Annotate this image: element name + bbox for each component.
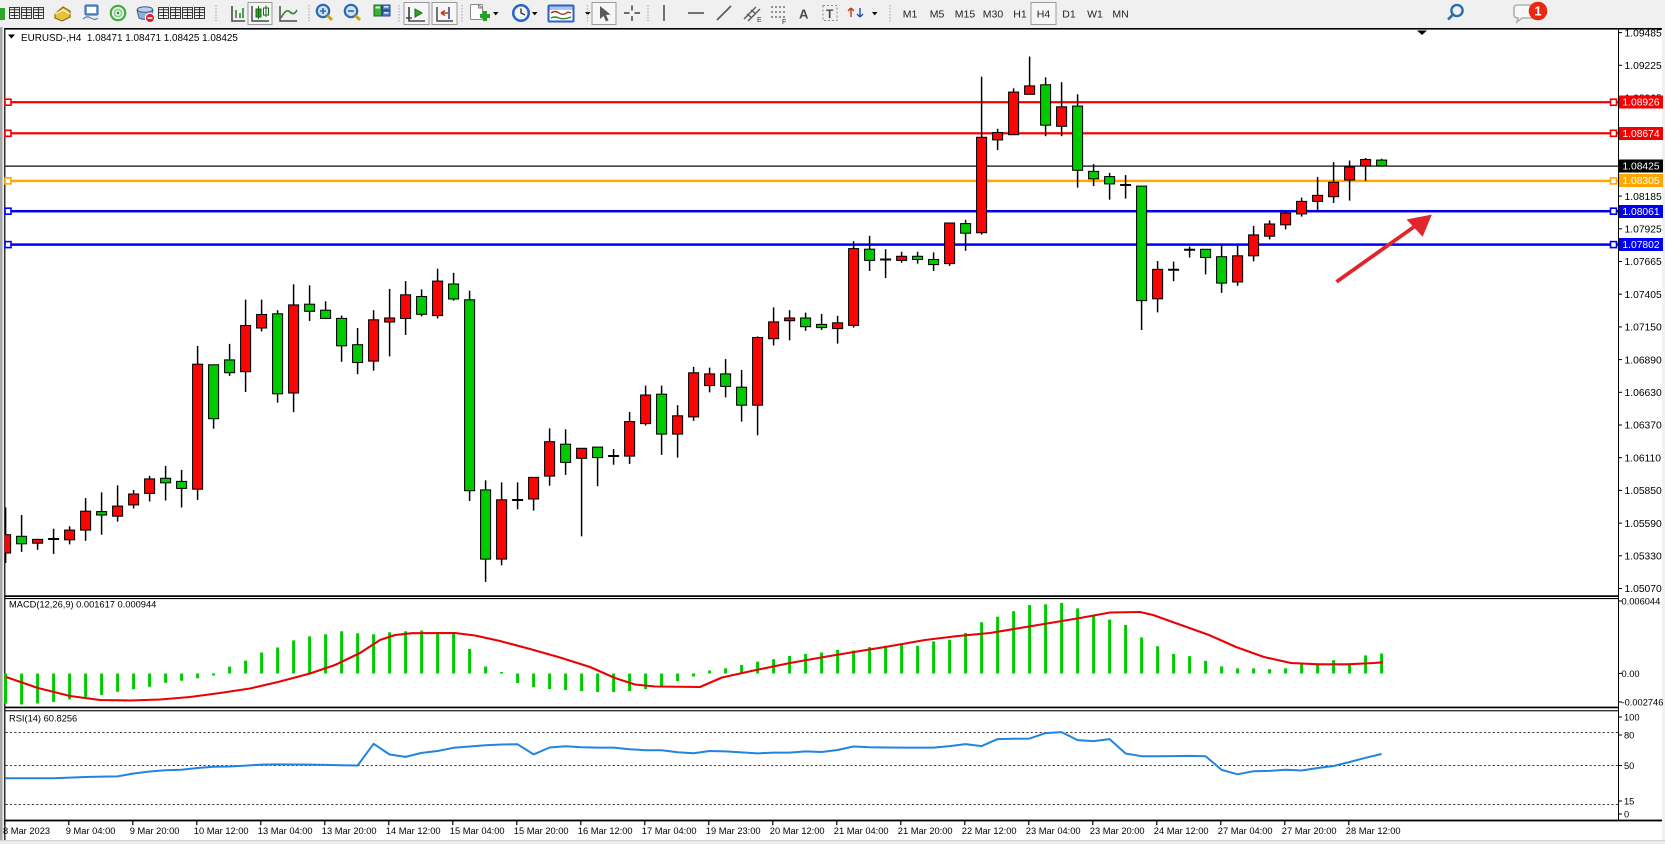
svg-text:28 Mar 12:00: 28 Mar 12:00 (1346, 826, 1401, 836)
svg-text:M5: M5 (930, 8, 945, 20)
svg-text:1.09225: 1.09225 (1625, 61, 1662, 72)
svg-text:1.06630: 1.06630 (1625, 388, 1662, 399)
svg-text:24 Mar 12:00: 24 Mar 12:00 (1154, 826, 1209, 836)
svg-text:-0.002746: -0.002746 (1622, 698, 1664, 708)
svg-text:1: 1 (1534, 4, 1541, 19)
svg-text:1.07925: 1.07925 (1625, 225, 1662, 236)
svg-text:21 Mar 04:00: 21 Mar 04:00 (834, 826, 889, 836)
svg-text:1.06110: 1.06110 (1625, 453, 1662, 464)
svg-text:23 Mar 04:00: 23 Mar 04:00 (1026, 826, 1081, 836)
svg-text:1.08425: 1.08425 (1622, 162, 1659, 173)
svg-text:W1: W1 (1087, 8, 1103, 20)
svg-text:15 Mar 04:00: 15 Mar 04:00 (450, 826, 505, 836)
svg-text:1.08185: 1.08185 (1625, 192, 1662, 203)
svg-text:1.05850: 1.05850 (1625, 486, 1662, 497)
svg-text:D1: D1 (1062, 8, 1076, 20)
svg-text:9 Mar 20:00: 9 Mar 20:00 (130, 826, 180, 836)
svg-text:1.06890: 1.06890 (1625, 355, 1662, 366)
svg-text:E: E (757, 17, 762, 24)
svg-text:1.08305: 1.08305 (1622, 176, 1659, 187)
svg-text:EURUSD-,H4 1.08471 1.08471 1.: EURUSD-,H4 1.08471 1.08471 1.08425 1.084… (21, 33, 238, 44)
svg-text:8 Mar 2023: 8 Mar 2023 (3, 826, 50, 836)
svg-text:1.05070: 1.05070 (1625, 584, 1662, 595)
svg-text:23 Mar 20:00: 23 Mar 20:00 (1090, 826, 1145, 836)
svg-text:H1: H1 (1013, 8, 1027, 20)
svg-text:M1: M1 (903, 8, 918, 20)
svg-text:1.05590: 1.05590 (1625, 519, 1662, 530)
svg-text:50: 50 (1624, 761, 1634, 771)
svg-text:13 Mar 04:00: 13 Mar 04:00 (258, 826, 313, 836)
svg-text:1.08674: 1.08674 (1622, 129, 1659, 140)
svg-text:27 Mar 20:00: 27 Mar 20:00 (1282, 826, 1337, 836)
svg-text:RSI(14) 60.8256: RSI(14) 60.8256 (9, 714, 77, 724)
svg-text:1.09485: 1.09485 (1625, 28, 1662, 39)
svg-text:22 Mar 12:00: 22 Mar 12:00 (962, 826, 1017, 836)
svg-text:15 Mar 20:00: 15 Mar 20:00 (514, 826, 569, 836)
svg-text:1.06370: 1.06370 (1625, 421, 1662, 432)
svg-text:H4: H4 (1037, 8, 1051, 20)
svg-text:1.07802: 1.07802 (1622, 240, 1659, 251)
svg-text:MACD(12,26,9) 0.001617 0.00094: MACD(12,26,9) 0.001617 0.000944 (9, 600, 156, 610)
svg-text:1.05330: 1.05330 (1625, 552, 1662, 563)
svg-text:15: 15 (1624, 797, 1634, 807)
svg-text:21 Mar 20:00: 21 Mar 20:00 (898, 826, 953, 836)
svg-text:19 Mar 23:00: 19 Mar 23:00 (706, 826, 761, 836)
svg-text:0.006044: 0.006044 (1622, 597, 1661, 607)
svg-text:0: 0 (1624, 810, 1629, 820)
svg-text:T: T (826, 7, 834, 21)
svg-text:1.07665: 1.07665 (1625, 257, 1662, 268)
svg-text:1.08061: 1.08061 (1622, 207, 1659, 218)
svg-text:A: A (799, 7, 809, 22)
svg-text:1.07150: 1.07150 (1625, 323, 1662, 334)
svg-text:14 Mar 12:00: 14 Mar 12:00 (386, 826, 441, 836)
svg-text:1.07405: 1.07405 (1625, 290, 1662, 301)
svg-text:MN: MN (1112, 8, 1128, 20)
svg-text:M15: M15 (955, 8, 976, 20)
svg-text:M30: M30 (983, 8, 1004, 20)
svg-text:80: 80 (1624, 731, 1634, 741)
svg-text:0.00: 0.00 (1622, 669, 1640, 679)
svg-text:16 Mar 12:00: 16 Mar 12:00 (578, 826, 633, 836)
svg-text:1.08926: 1.08926 (1622, 98, 1659, 109)
svg-text:10 Mar 12:00: 10 Mar 12:00 (194, 826, 249, 836)
svg-text:100: 100 (1624, 713, 1640, 723)
svg-text:13 Mar 20:00: 13 Mar 20:00 (322, 826, 377, 836)
svg-text:17 Mar 04:00: 17 Mar 04:00 (642, 826, 697, 836)
svg-text:9 Mar 04:00: 9 Mar 04:00 (66, 826, 116, 836)
svg-text:20 Mar 12:00: 20 Mar 12:00 (770, 826, 825, 836)
svg-text:27 Mar 04:00: 27 Mar 04:00 (1218, 826, 1273, 836)
svg-text:F: F (782, 19, 786, 26)
